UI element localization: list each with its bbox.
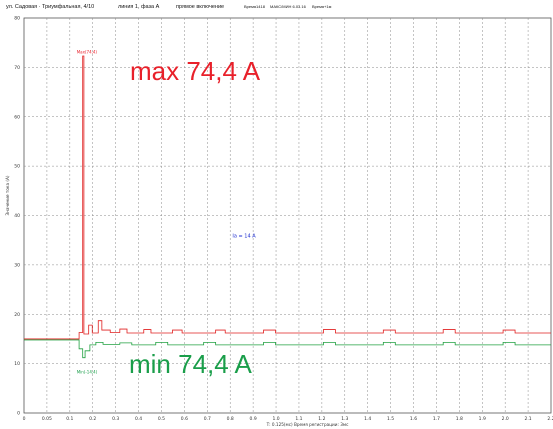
y-tick-label-7: 70 — [14, 65, 20, 71]
y-tick-label-8: 80 — [14, 16, 20, 22]
x-tick-label-11: 1.0 — [272, 416, 279, 422]
x-tick-label-1: 0.05 — [42, 416, 52, 422]
x-tick-label-18: 1.7 — [433, 416, 440, 422]
x-tick-label-16: 1.5 — [387, 416, 394, 422]
max-annotation: max 74,4 A — [130, 56, 261, 86]
y-tick-label-4: 40 — [14, 213, 20, 219]
header-line: линия 1, фаза А — [118, 4, 160, 10]
level-label: Iа = 14 А — [232, 234, 256, 240]
x-tick-label-2: 0.1 — [66, 416, 73, 422]
y-tick-label-5: 50 — [14, 164, 20, 170]
y-tick-label-0: 0 — [17, 411, 20, 417]
header-mode: прямое включение — [176, 4, 225, 10]
y-tick-label-3: 30 — [14, 262, 20, 268]
x-tick-label-10: 0.9 — [250, 416, 257, 422]
x-tick-label-3: 0.2 — [89, 416, 96, 422]
min-peak-label: Мin(-14,4) — [77, 370, 98, 375]
plot-frame — [23, 17, 552, 414]
x-tick-label-9: 0.8 — [227, 416, 234, 422]
x-tick-label-4: 0.3 — [112, 416, 119, 422]
y-tick-label-2: 20 — [14, 312, 20, 318]
y-tick-label-1: 10 — [14, 361, 20, 367]
x-tick-label-23: 2.2 — [547, 416, 553, 422]
x-tick-label-0: 0 — [23, 416, 26, 422]
series-line-1 — [24, 339, 551, 359]
x-tick-label-5: 0.4 — [135, 416, 142, 422]
y-axis-title: Значение тока (А) — [5, 175, 10, 215]
x-tick-label-6: 0.5 — [158, 416, 165, 422]
x-tick-label-12: 1.1 — [295, 416, 302, 422]
header-location: ул. Садовая · Триумфальная, 4/10 — [6, 4, 95, 10]
header-extra2: МАКС/МИН 6.03.16 — [270, 4, 306, 9]
x-tick-label-8: 0.7 — [204, 416, 211, 422]
x-tick-label-21: 2.0 — [502, 416, 509, 422]
x-tick-label-7: 0.6 — [181, 416, 188, 422]
x-tick-label-20: 1.9 — [479, 416, 486, 422]
x-tick-label-13: 1.2 — [318, 416, 325, 422]
series-line-0 — [24, 55, 551, 340]
min-annotation: min 74,4 A — [129, 349, 253, 379]
header-extra1: Время1418 — [244, 4, 265, 9]
chart-header: ул. Садовая · Триумфальная, 4/10 линия 1… — [0, 0, 553, 18]
x-axis-title: Т: 0.125(мс) Время регистрации: 3мс — [266, 422, 349, 427]
x-tick-label-15: 1.4 — [364, 416, 371, 422]
x-tick-label-22: 2.1 — [525, 416, 532, 422]
header-extra3: Время+1м — [312, 4, 332, 9]
max-peak-label: Мах(74,4) — [77, 50, 98, 55]
x-tick-label-17: 1.6 — [410, 416, 417, 422]
y-tick-label-6: 60 — [14, 114, 20, 120]
x-tick-label-19: 1.8 — [456, 416, 463, 422]
x-tick-label-14: 1.3 — [341, 416, 348, 422]
